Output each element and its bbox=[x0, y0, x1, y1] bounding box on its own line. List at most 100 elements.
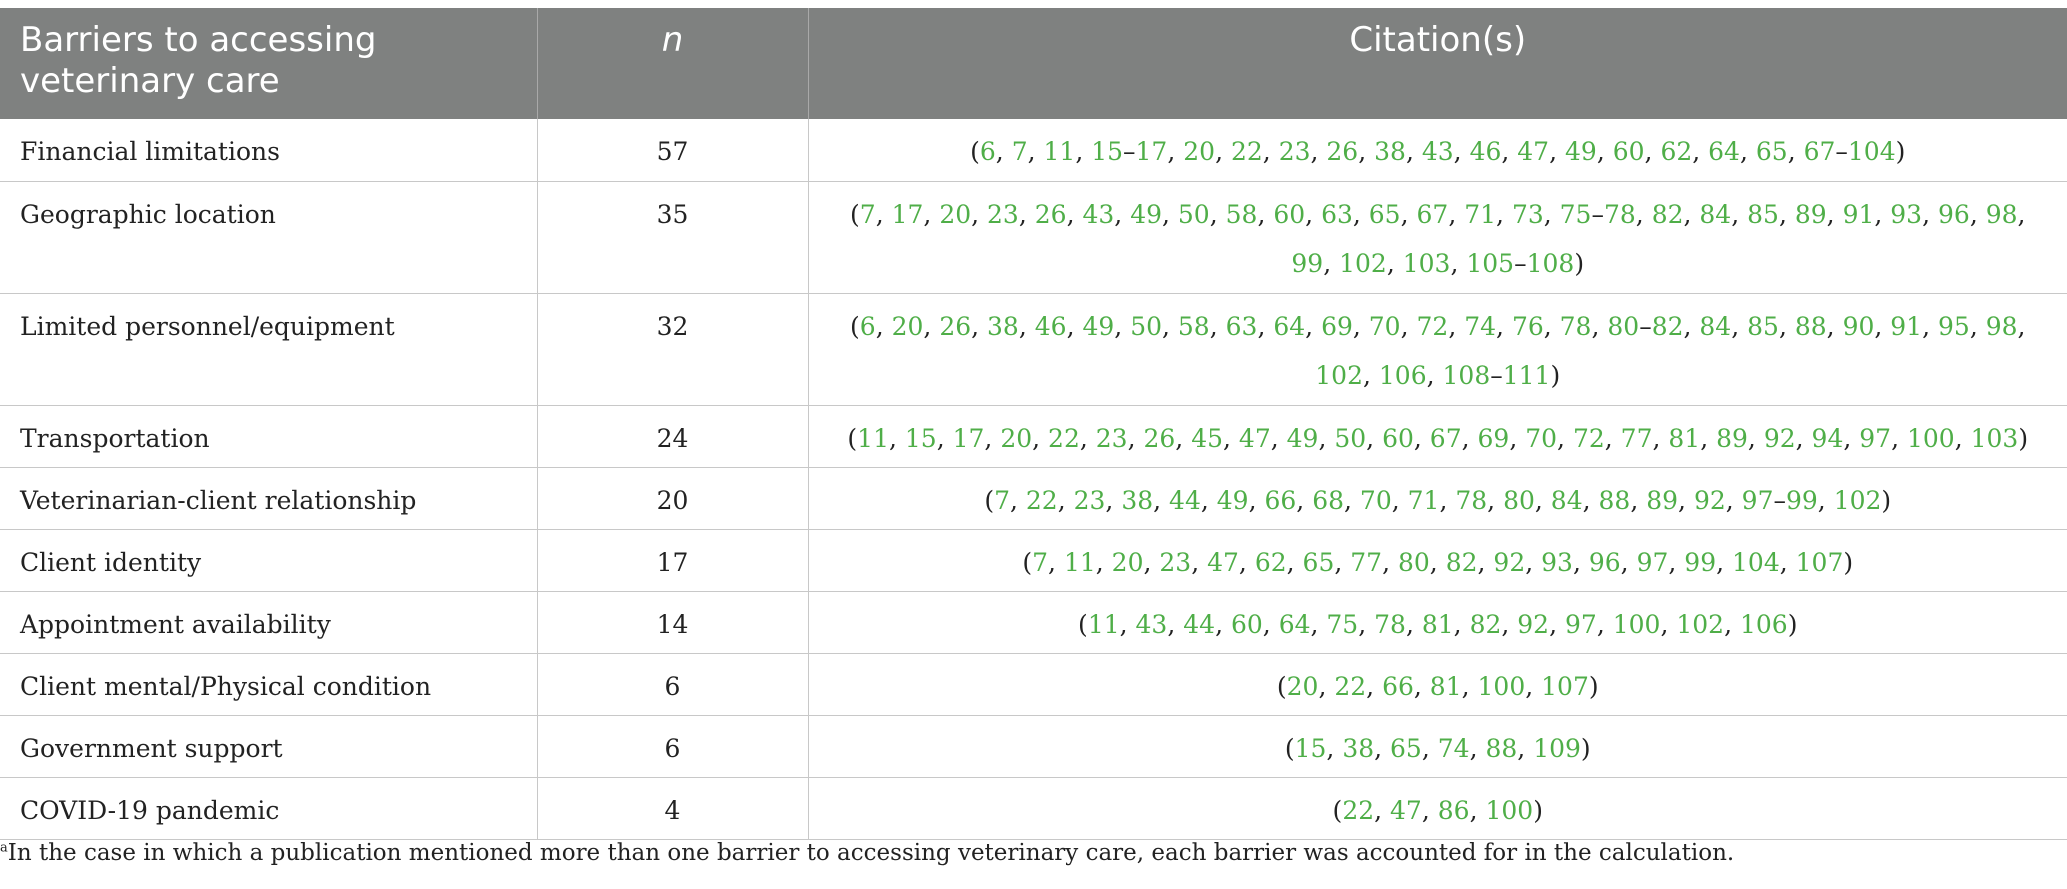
citation-link[interactable]: 6 bbox=[859, 311, 876, 341]
citation-link[interactable]: 107 bbox=[1541, 671, 1589, 701]
citation-link[interactable]: 64 bbox=[1273, 311, 1306, 341]
citation-link[interactable]: 106 bbox=[1378, 360, 1427, 390]
citation-link[interactable]: 63 bbox=[1321, 199, 1353, 229]
citation-link[interactable]: 62 bbox=[1660, 137, 1693, 166]
citation-link[interactable]: 23 bbox=[987, 199, 1019, 229]
citation-link[interactable]: 90 bbox=[1842, 311, 1875, 341]
citation-link[interactable]: 11 bbox=[1063, 547, 1096, 577]
citation-link[interactable]: 92 bbox=[1763, 423, 1796, 453]
citation-link[interactable]: 86 bbox=[1437, 795, 1470, 825]
citation-link[interactable]: 60 bbox=[1382, 423, 1414, 453]
citation-link[interactable]: 20 bbox=[1286, 671, 1319, 701]
citation-link[interactable]: 77 bbox=[1350, 547, 1383, 577]
citation-link[interactable]: 77 bbox=[1620, 423, 1653, 453]
citation-link[interactable]: 67 bbox=[1429, 423, 1462, 453]
citation-link[interactable]: 84 bbox=[1550, 485, 1583, 515]
citation-link[interactable]: 22 bbox=[1230, 137, 1263, 166]
citation-link[interactable]: 38 bbox=[1121, 485, 1154, 515]
citation-link[interactable]: 82 bbox=[1469, 609, 1502, 639]
citation-link[interactable]: 47 bbox=[1517, 137, 1550, 166]
citation-link[interactable]: 103 bbox=[1970, 423, 2019, 453]
citation-link[interactable]: 46 bbox=[1469, 137, 1502, 166]
citation-link[interactable]: 72 bbox=[1572, 423, 1605, 453]
citation-link[interactable]: 22 bbox=[1342, 795, 1375, 825]
citation-link[interactable]: 26 bbox=[1143, 423, 1176, 453]
citation-link[interactable]: 92 bbox=[1693, 485, 1726, 515]
citation-link[interactable]: 108 bbox=[1526, 248, 1575, 278]
citation-link[interactable]: 81 bbox=[1429, 671, 1462, 701]
citation-link[interactable]: 107 bbox=[1795, 547, 1844, 577]
citation-link[interactable]: 80 bbox=[1397, 547, 1430, 577]
citation-link[interactable]: 38 bbox=[1342, 733, 1375, 763]
citation-link[interactable]: 72 bbox=[1416, 311, 1449, 341]
citation-link[interactable]: 85 bbox=[1747, 199, 1779, 229]
citation-link[interactable]: 50 bbox=[1334, 423, 1367, 453]
citation-link[interactable]: 23 bbox=[1073, 485, 1106, 515]
citation-link[interactable]: 84 bbox=[1699, 199, 1732, 229]
citation-link[interactable]: 23 bbox=[1159, 547, 1192, 577]
citation-link[interactable]: 38 bbox=[1374, 137, 1406, 166]
citation-link[interactable]: 89 bbox=[1716, 423, 1748, 453]
citation-link[interactable]: 64 bbox=[1278, 609, 1311, 639]
citation-link[interactable]: 65 bbox=[1368, 199, 1401, 229]
citation-link[interactable]: 80 bbox=[1607, 311, 1640, 341]
citation-link[interactable]: 17 bbox=[952, 423, 985, 453]
citation-link[interactable]: 99 bbox=[1684, 547, 1717, 577]
citation-link[interactable]: 74 bbox=[1437, 733, 1470, 763]
citation-link[interactable]: 100 bbox=[1612, 609, 1661, 639]
citation-link[interactable]: 58 bbox=[1177, 311, 1210, 341]
citation-link[interactable]: 78 bbox=[1455, 485, 1488, 515]
citation-link[interactable]: 65 bbox=[1302, 547, 1335, 577]
citation-link[interactable]: 62 bbox=[1254, 547, 1287, 577]
citation-link[interactable]: 20 bbox=[1183, 137, 1216, 166]
citation-link[interactable]: 82 bbox=[1651, 311, 1684, 341]
citation-link[interactable]: 104 bbox=[1732, 547, 1780, 577]
citation-link[interactable]: 47 bbox=[1390, 795, 1422, 825]
citation-link[interactable]: 6 bbox=[979, 137, 996, 166]
citation-link[interactable]: 43 bbox=[1082, 199, 1115, 229]
citation-link[interactable]: 106 bbox=[1739, 609, 1788, 639]
citation-link[interactable]: 22 bbox=[1048, 423, 1080, 453]
citation-link[interactable]: 20 bbox=[891, 311, 924, 341]
citation-link[interactable]: 65 bbox=[1390, 733, 1422, 763]
citation-link[interactable]: 97 bbox=[1565, 609, 1597, 639]
citation-link[interactable]: 67 bbox=[1416, 199, 1449, 229]
citation-link[interactable]: 23 bbox=[1278, 137, 1311, 166]
citation-link[interactable]: 7 bbox=[859, 199, 876, 229]
citation-link[interactable]: 109 bbox=[1533, 733, 1581, 763]
citation-link[interactable]: 44 bbox=[1183, 609, 1216, 639]
citation-link[interactable]: 98 bbox=[1985, 311, 2018, 341]
citation-link[interactable]: 49 bbox=[1286, 423, 1319, 453]
citation-link[interactable]: 68 bbox=[1312, 485, 1345, 515]
citation-link[interactable]: 64 bbox=[1708, 137, 1740, 166]
citation-link[interactable]: 22 bbox=[1025, 485, 1058, 515]
citation-link[interactable]: 81 bbox=[1421, 609, 1454, 639]
citation-link[interactable]: 105 bbox=[1466, 248, 1515, 278]
citation-link[interactable]: 103 bbox=[1402, 248, 1451, 278]
citation-link[interactable]: 11 bbox=[857, 423, 889, 453]
citation-link[interactable]: 47 bbox=[1238, 423, 1271, 453]
citation-link[interactable]: 92 bbox=[1493, 547, 1526, 577]
citation-link[interactable]: 46 bbox=[1034, 311, 1067, 341]
citation-link[interactable]: 66 bbox=[1382, 671, 1414, 701]
citation-link[interactable]: 102 bbox=[1315, 360, 1363, 390]
citation-link[interactable]: 17 bbox=[1135, 137, 1168, 166]
citation-link[interactable]: 20 bbox=[1000, 423, 1033, 453]
citation-link[interactable]: 91 bbox=[1842, 199, 1875, 229]
citation-link[interactable]: 99 bbox=[1785, 485, 1818, 515]
citation-link[interactable]: 93 bbox=[1890, 199, 1923, 229]
citation-link[interactable]: 38 bbox=[987, 311, 1019, 341]
citation-link[interactable]: 97 bbox=[1741, 485, 1774, 515]
citation-link[interactable]: 43 bbox=[1421, 137, 1454, 166]
citation-link[interactable]: 80 bbox=[1503, 485, 1535, 515]
citation-link[interactable]: 60 bbox=[1612, 137, 1645, 166]
citation-link[interactable]: 96 bbox=[1938, 199, 1970, 229]
citation-link[interactable]: 91 bbox=[1890, 311, 1923, 341]
citation-link[interactable]: 78 bbox=[1374, 609, 1406, 639]
citation-link[interactable]: 50 bbox=[1177, 199, 1210, 229]
citation-link[interactable]: 49 bbox=[1565, 137, 1597, 166]
citation-link[interactable]: 71 bbox=[1407, 485, 1440, 515]
citation-link[interactable]: 70 bbox=[1359, 485, 1392, 515]
citation-link[interactable]: 102 bbox=[1676, 609, 1725, 639]
citation-link[interactable]: 97 bbox=[1859, 423, 1892, 453]
